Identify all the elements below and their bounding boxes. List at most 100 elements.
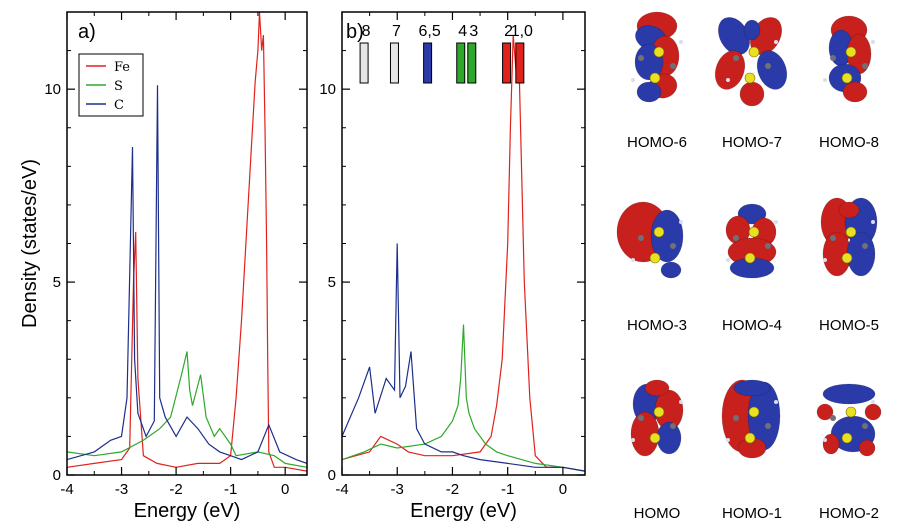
hydrogen-atom <box>726 438 730 442</box>
carbon-atom <box>670 63 676 69</box>
orbital-lobe <box>822 433 840 455</box>
legend: Fe SC <box>78 53 144 117</box>
x-tick-label: -1 <box>224 481 237 498</box>
band-label: 2 <box>504 23 513 40</box>
hydrogen-atom <box>631 258 635 262</box>
orbital-label: HOMO-3 <box>627 317 687 334</box>
hydrogen-atom <box>774 220 778 224</box>
orbital-label: HOMO-6 <box>627 134 687 151</box>
hydrogen-atom <box>823 438 827 442</box>
sulfur-atom <box>653 46 665 58</box>
orbital-label: HOMO-8 <box>819 134 879 151</box>
sulfur-atom <box>841 432 853 444</box>
orbital-lobe <box>864 403 882 421</box>
y-tick-label: 5 <box>328 274 336 291</box>
hydrogen-atom <box>871 400 875 404</box>
orbital-label: HOMO <box>634 505 681 522</box>
orbital-label: HOMO-1 <box>722 505 782 522</box>
carbon-atom <box>830 235 836 241</box>
sulfur-atom <box>744 252 756 264</box>
y-tick-label: 10 <box>319 81 336 98</box>
hydrogen-atom <box>631 438 635 442</box>
band-label: 1,0 <box>511 23 533 40</box>
orbital-lobe <box>816 403 834 421</box>
band-label: 8 <box>362 23 371 40</box>
orbital-cell: HOMO-5 <box>819 197 879 334</box>
orbital-lobe <box>650 209 684 263</box>
legend-label-s: S <box>114 79 123 94</box>
orbital-lobe <box>858 439 876 457</box>
panel-label: b) <box>346 21 364 43</box>
hydrogen-atom <box>679 400 683 404</box>
x-tick-label: -4 <box>335 481 348 498</box>
hydrogen-atom <box>679 40 683 44</box>
x-tick-label: -2 <box>169 481 182 498</box>
band-label: 7 <box>392 23 401 40</box>
series-line-c <box>342 243 585 472</box>
y-tick-label: 10 <box>44 81 61 98</box>
orbital-lobe <box>660 261 682 279</box>
x-tick-label: -2 <box>446 481 459 498</box>
orbital-cell: HOMO-8 <box>819 15 879 151</box>
carbon-atom <box>830 55 836 61</box>
carbon-atom <box>862 63 868 69</box>
panel-b: -4 -3 -2 -1 0 0 5 10 Energy (eV) b)8 7 6,5 4 3 21,0 <box>319 11 586 522</box>
y-tick-label: 5 <box>53 274 61 291</box>
x-tick-label: -3 <box>115 481 128 498</box>
sulfur-atom <box>744 432 756 444</box>
orbital-lobe <box>822 383 876 405</box>
carbon-atom <box>862 243 868 249</box>
orbital-cell: HOMO-6 <box>627 11 687 151</box>
carbon-atom <box>638 415 644 421</box>
carbon-atom <box>670 423 676 429</box>
x-tick-label: 0 <box>559 481 567 498</box>
orbital-label: HOMO-4 <box>722 317 782 334</box>
orbital-lobe <box>656 421 682 455</box>
orbital-lobe <box>739 81 765 107</box>
carbon-atom <box>765 423 771 429</box>
orbital-cell: HOMO-7 <box>714 17 788 151</box>
carbon-atom <box>670 243 676 249</box>
hydrogen-atom <box>774 400 778 404</box>
x-tick-label: -3 <box>391 481 404 498</box>
sulfur-atom <box>748 406 760 418</box>
x-tick-label: -1 <box>501 481 514 498</box>
orbital-grid: HOMO-6 HOMO-7 HOMO-8 HOMO-3 HOMO-4 HOMO-5 HOMO… <box>616 11 882 522</box>
series-line-s <box>67 351 307 468</box>
hydrogen-atom <box>679 220 683 224</box>
x-axis-title: Energy (eV) <box>134 500 241 522</box>
band-label: 4 <box>458 23 467 40</box>
band-marker-3 <box>467 42 477 84</box>
series-line-fe <box>342 35 585 472</box>
orbital-lobe <box>733 379 771 397</box>
orbital-lobe <box>756 50 788 90</box>
sulfur-atom <box>845 226 857 238</box>
sulfur-atom <box>653 226 665 238</box>
y-axis-title: Density (states/eV) <box>19 159 41 328</box>
orbital-cell: HOMO-3 <box>616 201 687 334</box>
y-tick-label: 0 <box>53 467 61 484</box>
carbon-atom <box>638 235 644 241</box>
carbon-atom <box>733 235 739 241</box>
carbon-atom <box>765 63 771 69</box>
carbon-atom <box>862 423 868 429</box>
hydrogen-atom <box>871 40 875 44</box>
hydrogen-atom <box>871 220 875 224</box>
legend-label-fe: Fe <box>114 60 130 75</box>
carbon-atom <box>733 415 739 421</box>
series-line-c <box>67 85 307 464</box>
sulfur-atom <box>649 252 661 264</box>
orbital-cell: HOMO-1 <box>721 379 782 522</box>
carbon-atom <box>765 243 771 249</box>
panel-label: a) <box>78 21 96 43</box>
sulfur-atom <box>653 406 665 418</box>
sulfur-atom <box>649 72 661 84</box>
sulfur-atom <box>748 46 760 58</box>
orbital-lobe <box>838 201 860 219</box>
hydrogen-atom <box>726 78 730 82</box>
band-marker-8 <box>359 42 369 84</box>
panel-a: -4 -3 -2 -1 0 0 5 10 Energy (eV) Density (states/… <box>19 11 308 522</box>
sulfur-atom <box>845 46 857 58</box>
hydrogen-atom <box>774 40 778 44</box>
